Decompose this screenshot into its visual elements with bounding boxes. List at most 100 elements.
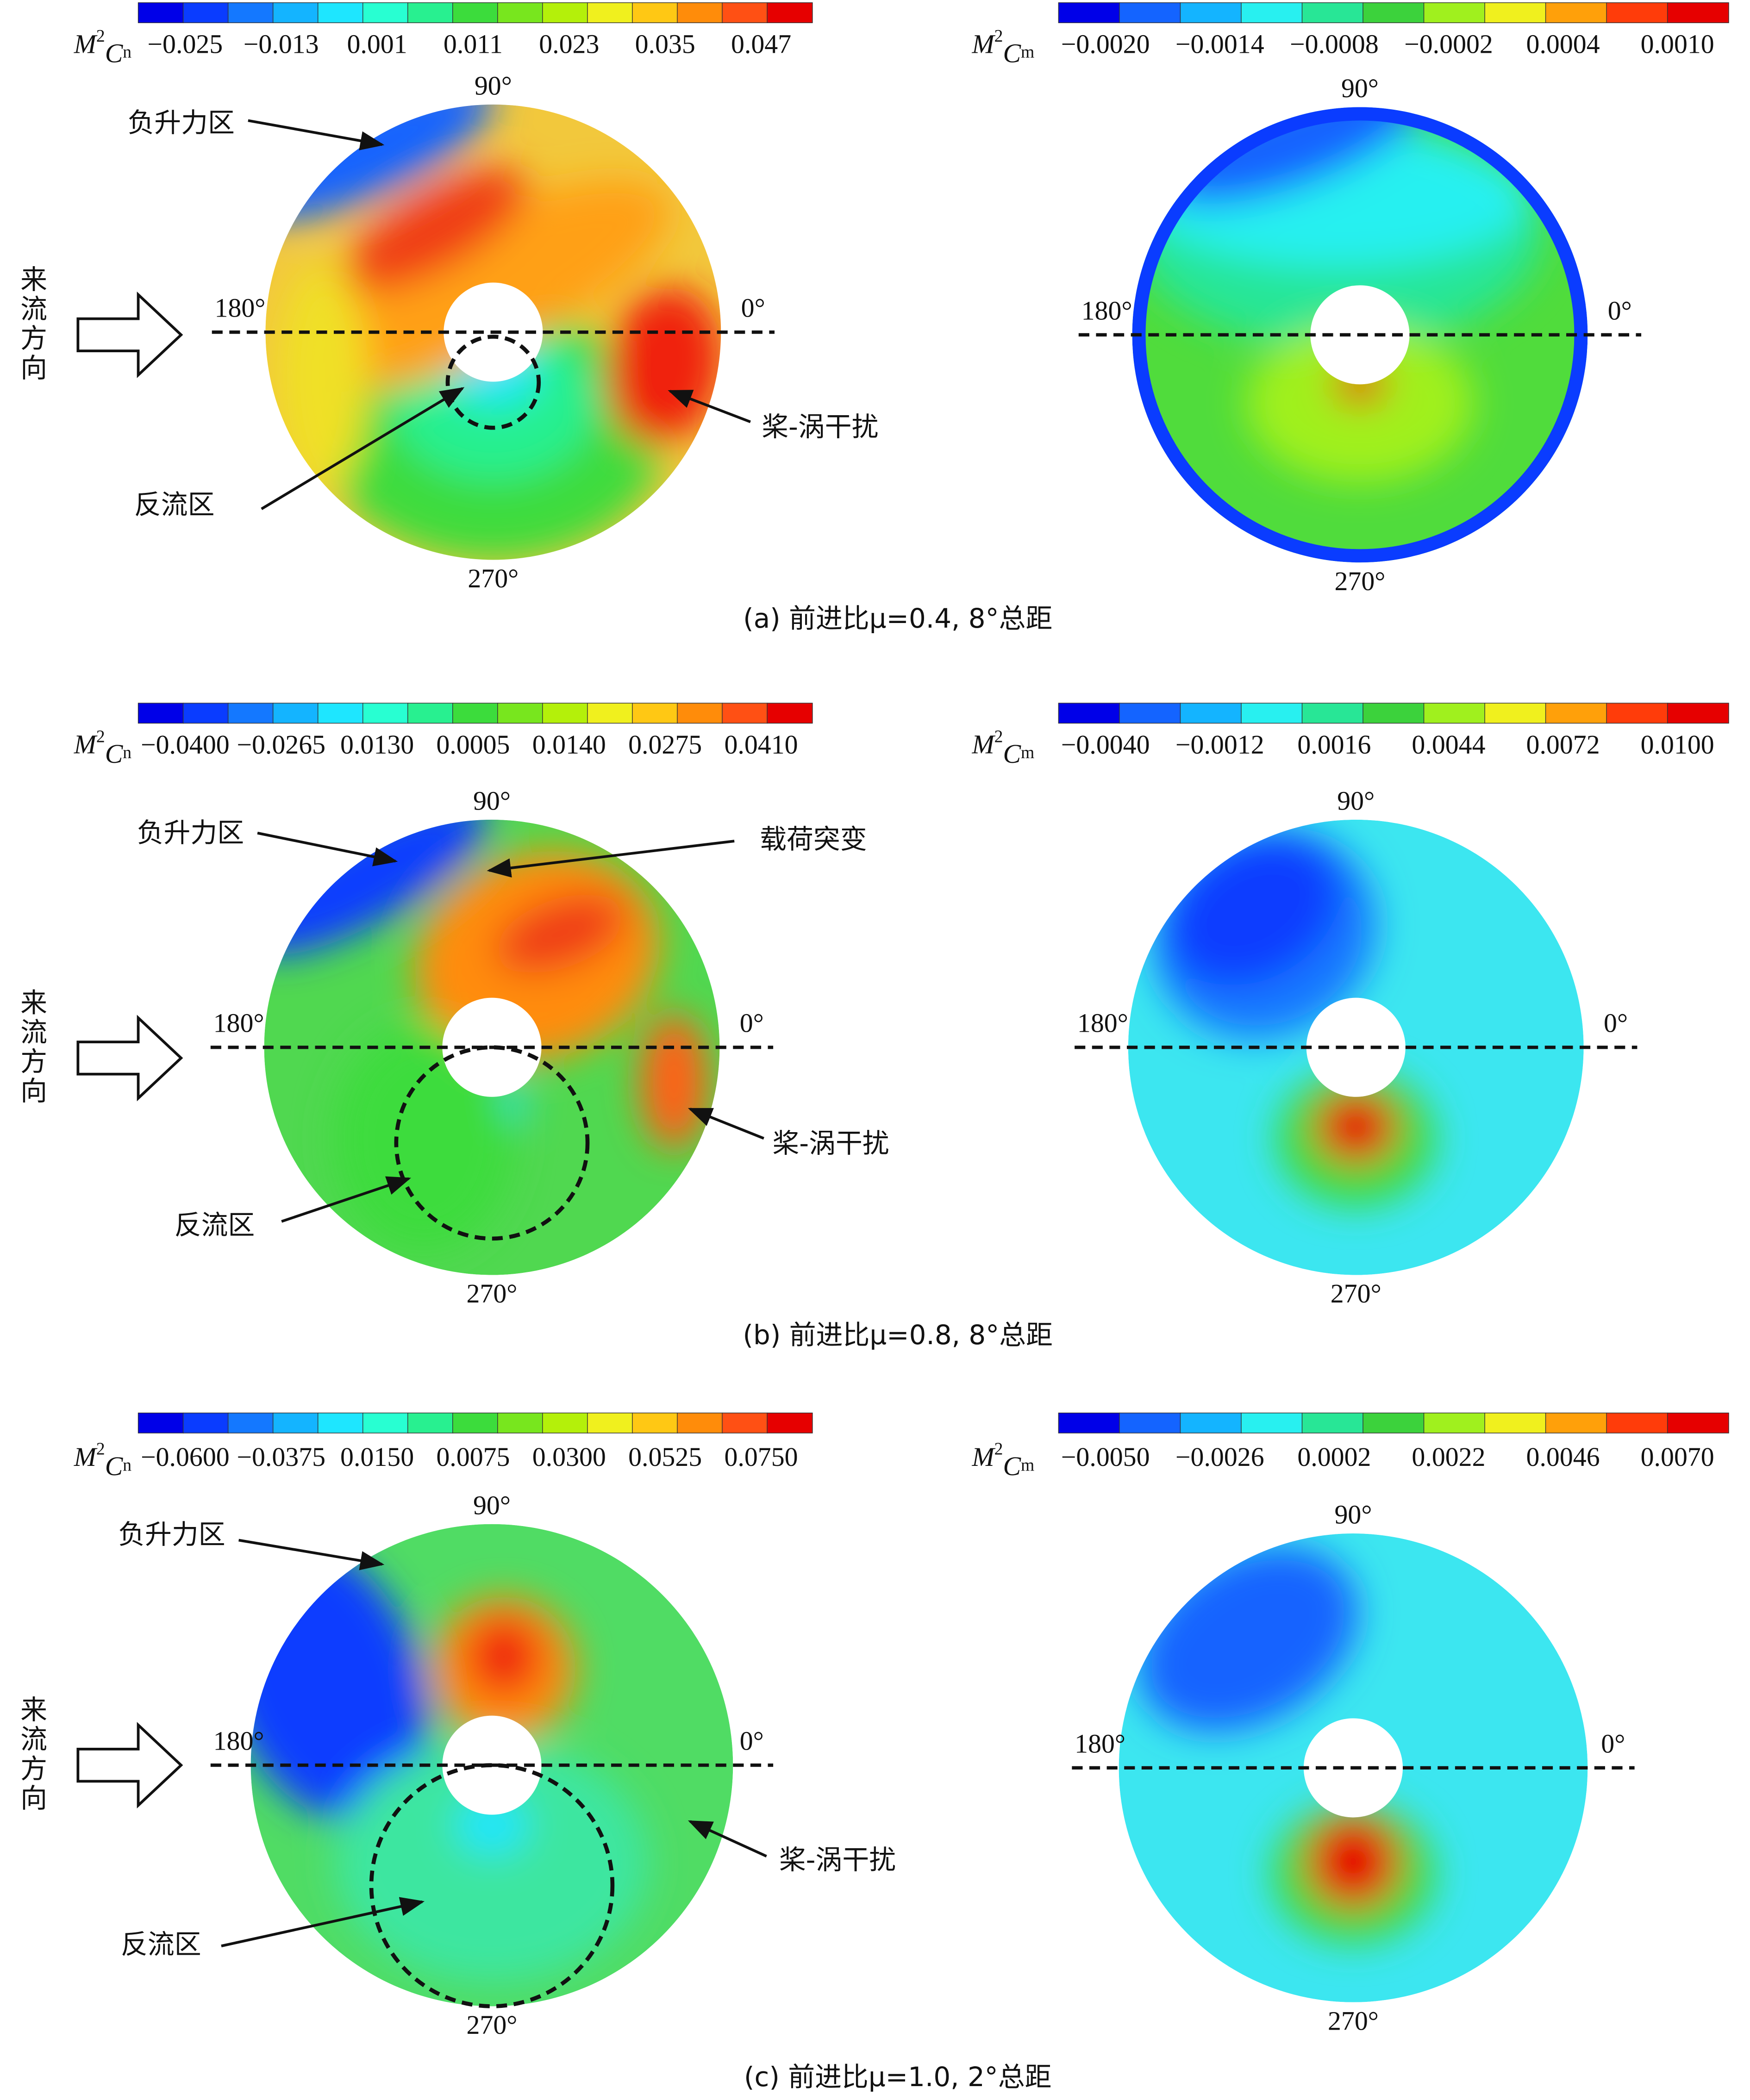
annotation: 负升力区 bbox=[118, 1519, 225, 1550]
annotation-arrow bbox=[221, 1897, 425, 1948]
annotation-arrow bbox=[238, 1539, 385, 1570]
colorbar-cell bbox=[272, 1412, 319, 1433]
colorbar-tick-label: 0.035 bbox=[635, 29, 695, 59]
colorbar-cell bbox=[632, 2, 678, 23]
annotation-arrow bbox=[257, 831, 398, 866]
inflow-arrow bbox=[76, 291, 183, 378]
colorbar-cell bbox=[1301, 703, 1364, 724]
contour-region bbox=[640, 1013, 708, 1150]
colorbar-tick-label: 0.001 bbox=[347, 29, 407, 59]
colorbar-cell bbox=[317, 1412, 364, 1433]
angle-label: 90° bbox=[1341, 73, 1379, 103]
colorbar-cell bbox=[542, 2, 588, 23]
colorbar-tick-label: −0.0040 bbox=[1061, 729, 1150, 760]
colorbar-cell bbox=[632, 703, 678, 724]
colorbar-label-part: M bbox=[971, 29, 995, 59]
colorbar-cell bbox=[138, 2, 184, 23]
angle-label: 0° bbox=[741, 293, 765, 323]
colorbar-label: M2Cm bbox=[971, 26, 1034, 69]
angle-label: 90° bbox=[1337, 785, 1375, 816]
colorbar-cell bbox=[1119, 1412, 1181, 1433]
colorbar-tick-label: −0.0400 bbox=[141, 729, 230, 760]
colorbar-label: M2Cm bbox=[971, 727, 1034, 769]
annotation: 反流区 bbox=[175, 1209, 255, 1241]
colorbar-label-part: n bbox=[123, 1455, 131, 1475]
colorbar-cell bbox=[722, 2, 768, 23]
colorbar-cell bbox=[677, 1412, 723, 1433]
colorbar-tick-label: 0.023 bbox=[539, 29, 599, 59]
angle-label: 90° bbox=[473, 785, 511, 816]
colorbar-tick-label: 0.047 bbox=[731, 29, 791, 59]
contour-region bbox=[468, 1618, 540, 1695]
colorbar-label-part: 2 bbox=[994, 1439, 1003, 1458]
colorbar-cell bbox=[722, 1412, 768, 1433]
angle-label: 90° bbox=[475, 70, 512, 100]
colorbar-cell bbox=[587, 703, 633, 724]
colorbar-cell bbox=[407, 1412, 454, 1433]
colorbar-tick-label: 0.0100 bbox=[1641, 729, 1714, 760]
colorbar-cell bbox=[1058, 1412, 1120, 1433]
colorbar-label-part: M bbox=[74, 29, 98, 59]
angle-label: 180° bbox=[1077, 1008, 1128, 1038]
colorbar-cell bbox=[272, 703, 319, 724]
angle-label: 0° bbox=[1604, 1008, 1628, 1038]
colorbar-tick-label: 0.011 bbox=[444, 29, 503, 59]
colorbar-cell bbox=[182, 2, 229, 23]
annotation-arrow bbox=[487, 840, 735, 878]
annotation-arrow bbox=[668, 390, 751, 424]
angle-label: 180° bbox=[1081, 295, 1132, 325]
colorbar-cell bbox=[1484, 703, 1547, 724]
colorbar-cell bbox=[1180, 703, 1242, 724]
annotation: 负升力区 bbox=[137, 817, 244, 848]
colorbar-tick-label: 0.0004 bbox=[1526, 29, 1600, 59]
colorbar-cell bbox=[1545, 703, 1607, 724]
angle-label: 180° bbox=[1075, 1728, 1125, 1758]
colorbar-tick-label: 0.0075 bbox=[436, 1442, 510, 1472]
angle-label: 90° bbox=[1334, 1500, 1372, 1530]
colorbar-tick-label: 0.0010 bbox=[1641, 29, 1714, 59]
colorbar-tick-label: −0.0375 bbox=[237, 1442, 325, 1472]
colorbar-label-part: C bbox=[1003, 38, 1021, 69]
colorbar-cell bbox=[1058, 703, 1120, 724]
colorbar-cell bbox=[452, 2, 499, 23]
colorbar-tick-label: −0.0014 bbox=[1175, 29, 1264, 59]
colorbar-label-part: M bbox=[74, 1442, 98, 1472]
angle-label: 0° bbox=[740, 1726, 764, 1756]
colorbar-tick-label: 0.0525 bbox=[628, 1442, 702, 1472]
colorbar-label: M2Cm bbox=[971, 1439, 1034, 1481]
colorbar-cell bbox=[1241, 703, 1303, 724]
colorbar-cell bbox=[1301, 2, 1364, 23]
colorbar-cell bbox=[632, 1412, 678, 1433]
colorbar-tick-label: −0.013 bbox=[244, 29, 319, 59]
annotation: 桨-涡干扰 bbox=[762, 411, 878, 442]
colorbar-cell bbox=[182, 703, 229, 724]
angle-label: 0° bbox=[1601, 1728, 1625, 1758]
colorbar-cell bbox=[1180, 1412, 1242, 1433]
colorbar-label-part: 2 bbox=[96, 1439, 105, 1458]
colorbar-tick-label: 0.0150 bbox=[340, 1442, 414, 1472]
annotation-arrow bbox=[688, 1108, 764, 1140]
annotation: 桨-涡干扰 bbox=[779, 1844, 896, 1876]
colorbar-cell bbox=[767, 2, 813, 23]
colorbar-cell bbox=[1362, 703, 1425, 724]
colorbar-label: M2Cn bbox=[74, 1439, 132, 1481]
colorbar-cell bbox=[182, 1412, 229, 1433]
colorbar-cell bbox=[317, 2, 364, 23]
colorbar-cell bbox=[1362, 1412, 1425, 1433]
colorbar-label-part: 2 bbox=[994, 727, 1003, 746]
colorbar-tick-label: −0.0008 bbox=[1290, 29, 1379, 59]
colorbar-label-part: 2 bbox=[96, 26, 105, 46]
angle-label: 180° bbox=[213, 1726, 264, 1756]
colorbar-tick-label: 0.0300 bbox=[532, 1442, 606, 1472]
colorbar-label-part: n bbox=[123, 42, 131, 62]
annotation: 负升力区 bbox=[127, 107, 234, 138]
colorbar-label-part: M bbox=[74, 729, 98, 760]
colorbar-tick-label: 0.0016 bbox=[1297, 729, 1371, 760]
colorbar-tick-label: 0.0002 bbox=[1297, 1442, 1371, 1472]
colorbar-cell bbox=[587, 2, 633, 23]
colorbar-cell bbox=[767, 1412, 813, 1433]
colorbar-cell bbox=[1119, 703, 1181, 724]
caption: (c) 前进比μ=1.0, 2°总距 bbox=[744, 2061, 1051, 2093]
